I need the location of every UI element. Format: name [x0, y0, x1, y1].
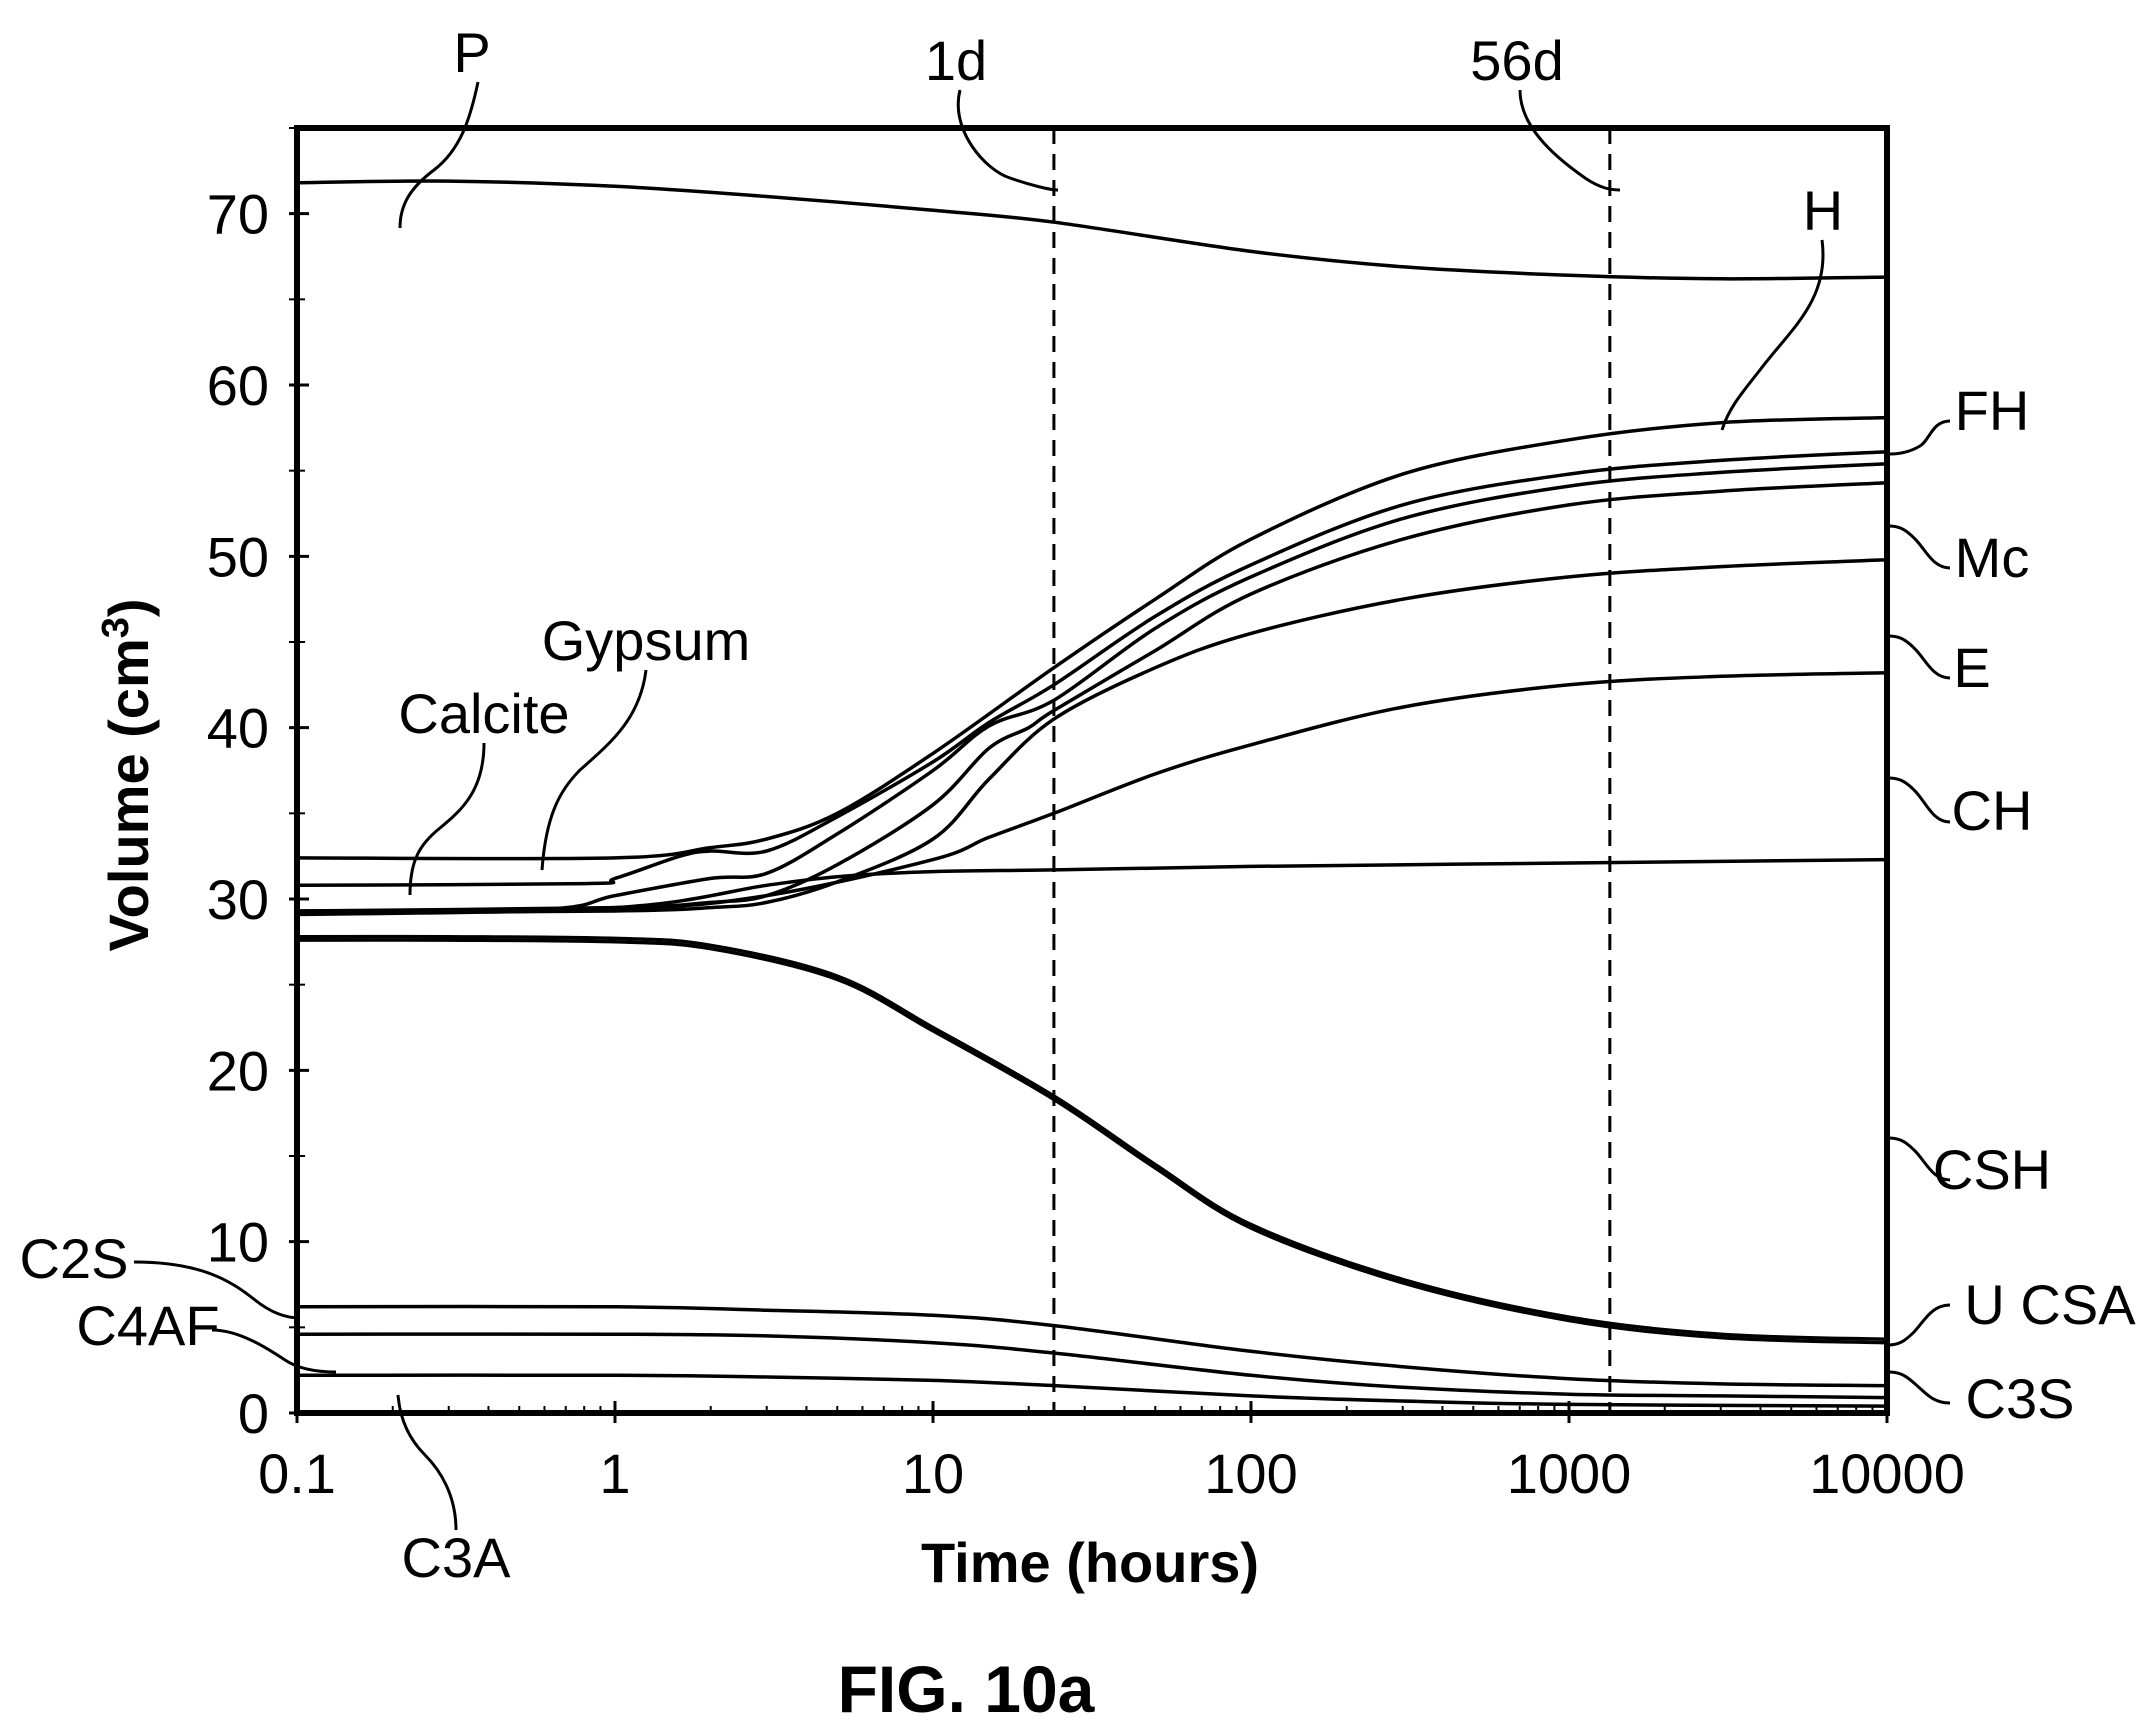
x-tick-label: 1000 [1507, 1442, 1632, 1505]
curve-mc [296, 462, 1888, 913]
label-c3s: C3S [1966, 1367, 2075, 1430]
label-56d: 56d [1470, 29, 1563, 92]
y-axis-title: Volume (cm3) [95, 598, 160, 951]
leader-csh [1887, 1136, 1951, 1182]
leader-gypsum [540, 669, 648, 871]
curve-c3a [296, 1373, 1888, 1408]
leader-p [398, 81, 480, 229]
leader-c2s [133, 1260, 301, 1320]
label-h: H [1803, 179, 1843, 242]
leader-u-csa [1887, 1303, 1951, 1347]
x-tick-label: 1 [599, 1442, 630, 1505]
series-labels: P 1d 56d H FH Mc E CH CSH U CSA C3S Gypsum Calcite C2… [20, 21, 2137, 1589]
x-tick-label: 100 [1204, 1442, 1297, 1505]
curve-calcite [296, 857, 1888, 915]
label-calcite: Calcite [398, 682, 569, 745]
leader-1d [956, 89, 1059, 192]
label-p: P [453, 21, 490, 84]
x-tick-label: 10 [902, 1442, 964, 1505]
y-tick-label: 20 [207, 1039, 269, 1102]
y-tick-label: 70 [207, 183, 269, 246]
y-tick-label: 40 [207, 697, 269, 760]
label-ch: CH [1952, 779, 2033, 842]
y-axis-title-text: Volume (cm [97, 638, 160, 951]
curve-ch [296, 558, 1888, 915]
label-mc: Mc [1955, 526, 2030, 589]
curve-fh [296, 450, 1888, 888]
curve-h [296, 415, 1888, 861]
label-c4af: C4AF [76, 1294, 219, 1357]
curve-c3s [296, 938, 1888, 1345]
curve-u-csa [296, 934, 1888, 1342]
leader-c3a [396, 1394, 458, 1531]
curve-c4af [296, 1332, 1888, 1400]
y-axis-title-superscript: 3 [95, 617, 137, 638]
x-tick-label: 0.1 [258, 1442, 336, 1505]
curve-c2s [296, 1304, 1888, 1388]
x-tick-label: 10000 [1809, 1442, 1965, 1505]
day-markers [1052, 128, 1612, 1413]
label-u-csa: U CSA [1964, 1273, 2136, 1336]
label-csh: CSH [1933, 1138, 2051, 1201]
y-tick-label: 30 [207, 868, 269, 931]
leader-mc [1887, 524, 1951, 570]
leader-calcite [408, 742, 486, 896]
leader-e [1887, 634, 1951, 680]
y-tick-label: 50 [207, 525, 269, 588]
label-fh: FH [1955, 379, 2030, 442]
x-axis-title: Time (hours) [921, 1531, 1259, 1594]
figure-label: FIG. 10a [838, 1652, 1096, 1726]
label-c2s: C2S [20, 1227, 129, 1290]
leader-ch [1887, 776, 1951, 824]
leader-c3s [1887, 1370, 1951, 1405]
label-leader-lines [133, 81, 1951, 1531]
leader-h [1720, 239, 1825, 431]
leader-c4af [211, 1328, 337, 1374]
series-curves [296, 179, 1888, 1408]
label-1d: 1d [925, 29, 987, 92]
label-e: E [1953, 636, 1990, 699]
label-gypsum: Gypsum [542, 609, 751, 672]
y-tick-label: 10 [207, 1211, 269, 1274]
y-axis-title-close: ) [97, 598, 160, 617]
leader-56d [1518, 89, 1621, 192]
curve-csh [296, 671, 1888, 917]
plot-frame [294, 125, 1890, 1416]
label-c3a: C3A [402, 1526, 512, 1589]
curve-p [296, 179, 1888, 281]
y-tick-label: 60 [207, 354, 269, 417]
axis-ticks: 0 10 20 30 40 50 60 70 0.1 1 10 100 1000 10000 [207, 127, 1965, 1505]
y-tick-label: 0 [238, 1382, 269, 1445]
leader-fh [1889, 419, 1951, 456]
